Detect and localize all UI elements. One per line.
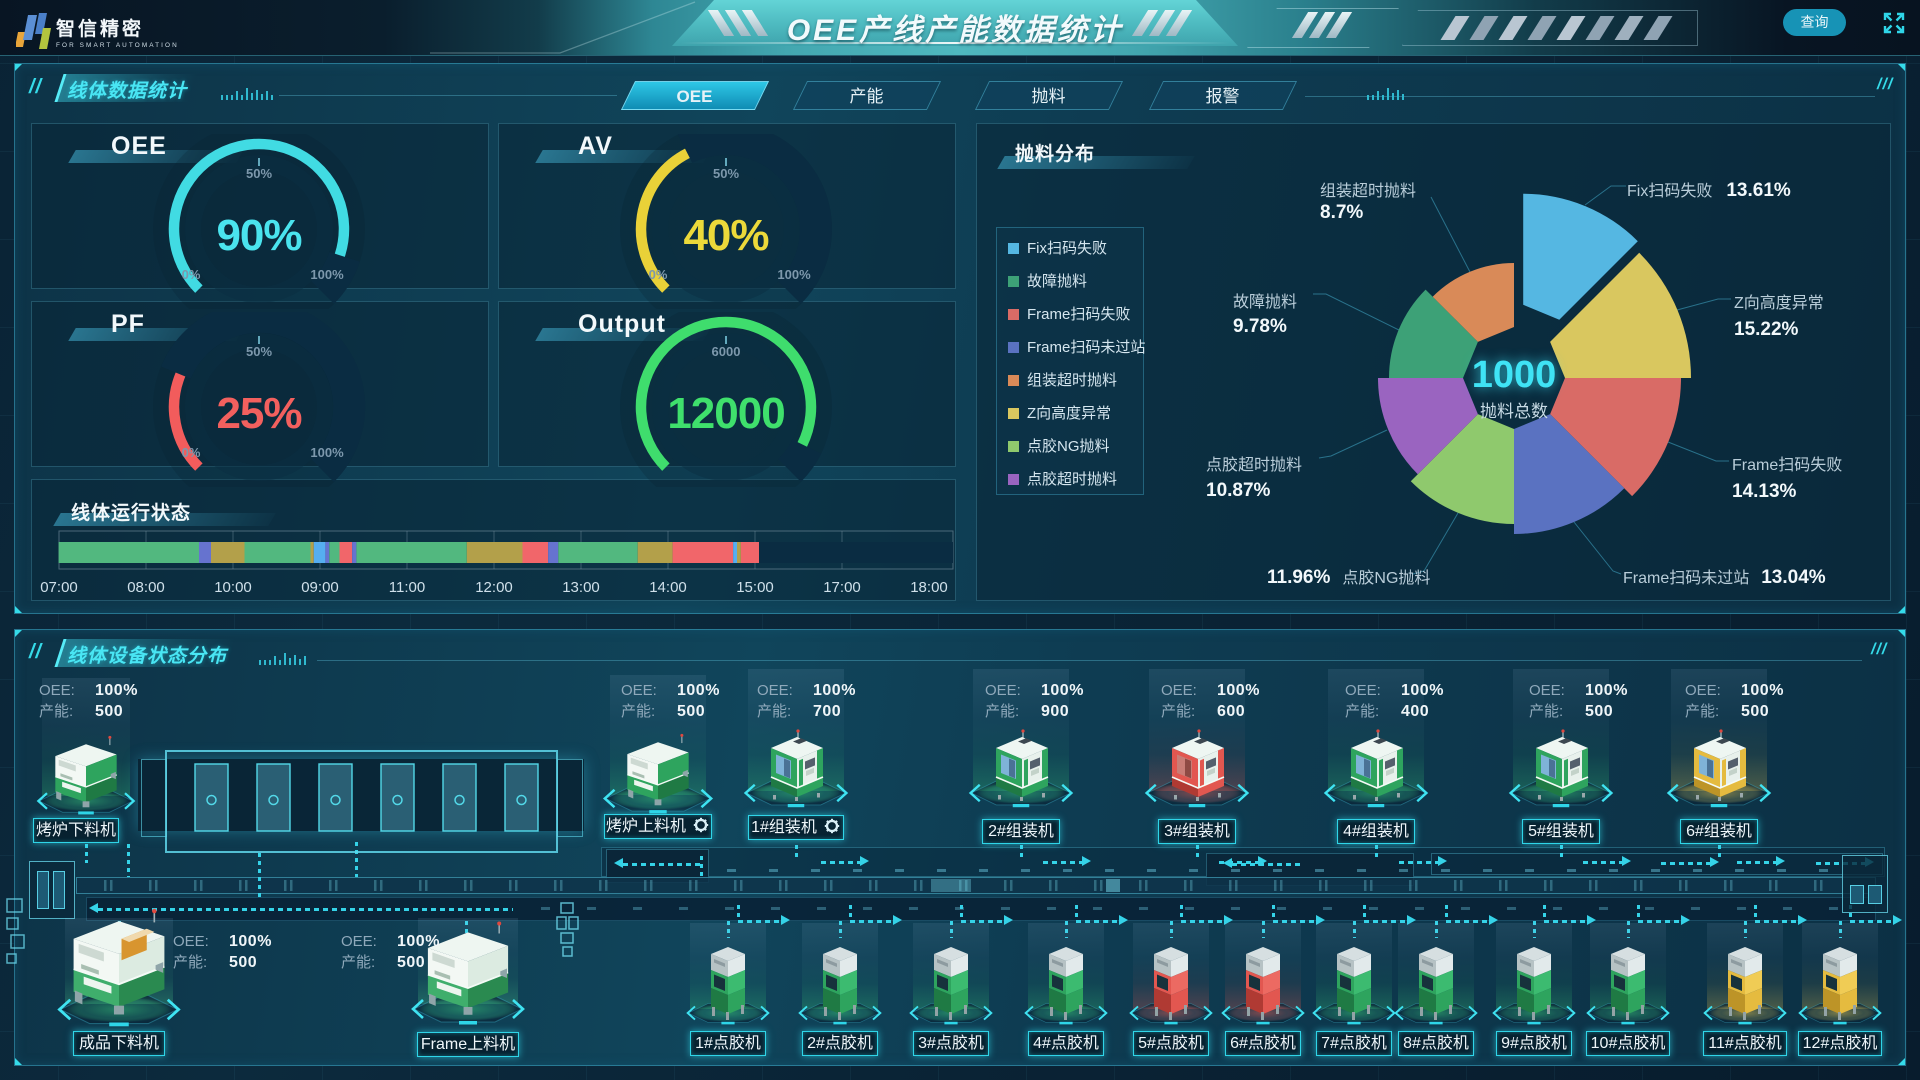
svg-text:6000: 6000 bbox=[712, 344, 741, 359]
svg-text:0%: 0% bbox=[182, 267, 201, 282]
svg-text:11:00: 11:00 bbox=[389, 579, 425, 596]
svg-text:17:00: 17:00 bbox=[823, 579, 861, 596]
svg-text:40%: 40% bbox=[683, 211, 768, 260]
svg-text:18:00: 18:00 bbox=[910, 579, 948, 596]
svg-text:100%: 100% bbox=[310, 445, 344, 460]
svg-text:07:00: 07:00 bbox=[40, 579, 78, 596]
svg-text:12:00: 12:00 bbox=[475, 579, 513, 596]
svg-text:50%: 50% bbox=[713, 166, 739, 181]
svg-text:50%: 50% bbox=[246, 344, 272, 359]
svg-text:0%: 0% bbox=[649, 267, 668, 282]
svg-text:12000: 12000 bbox=[667, 389, 784, 438]
svg-text:09:00: 09:00 bbox=[301, 579, 339, 596]
svg-text:智信精密: 智信精密 bbox=[56, 17, 144, 40]
svg-text:90%: 90% bbox=[216, 211, 301, 260]
svg-text:14:00: 14:00 bbox=[649, 579, 687, 596]
svg-text:100%: 100% bbox=[777, 267, 811, 282]
svg-text:25%: 25% bbox=[216, 389, 301, 438]
svg-text:100%: 100% bbox=[310, 267, 344, 282]
svg-text:08:00: 08:00 bbox=[127, 579, 165, 596]
svg-text:FOR SMART AUTOMATION: FOR SMART AUTOMATION bbox=[56, 42, 179, 49]
svg-text:0%: 0% bbox=[182, 445, 201, 460]
svg-text:10:00: 10:00 bbox=[214, 579, 252, 596]
svg-text:15:00: 15:00 bbox=[736, 579, 774, 596]
svg-text:50%: 50% bbox=[246, 166, 272, 181]
svg-text:13:00: 13:00 bbox=[562, 579, 600, 596]
